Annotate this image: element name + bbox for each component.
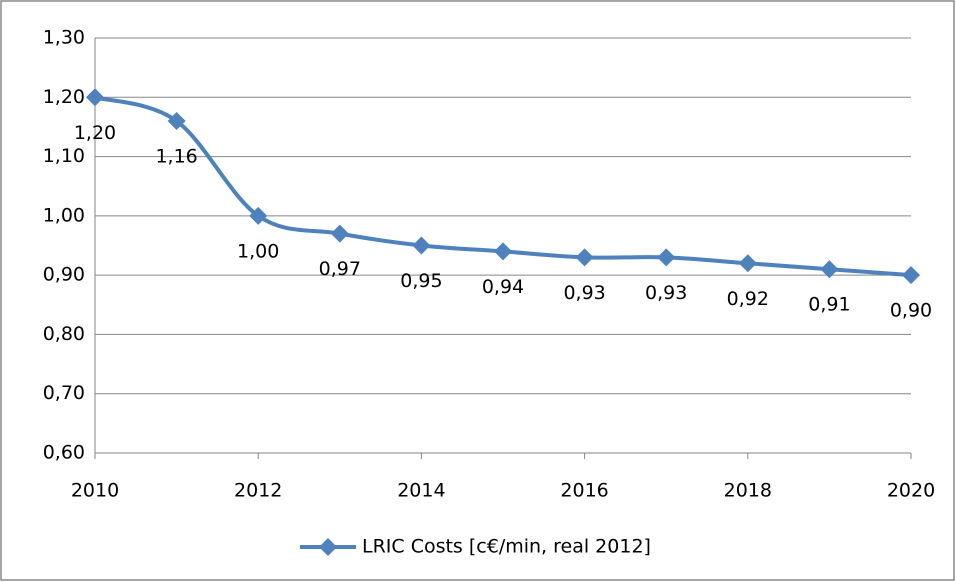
- marker: [902, 266, 920, 285]
- y-tick-label: 1,00: [43, 204, 85, 226]
- data-label: 0,97: [319, 258, 361, 280]
- x-tick-label: 2014: [397, 480, 445, 502]
- data-label: 0,94: [482, 276, 524, 298]
- data-label: 1,16: [155, 146, 197, 168]
- data-label: 0,91: [808, 294, 850, 316]
- marker: [249, 206, 268, 225]
- x-tick-label: 2020: [887, 480, 935, 502]
- marker: [657, 248, 676, 267]
- y-tick-label: 0,80: [43, 323, 85, 345]
- y-tick-label: 0,60: [43, 442, 85, 464]
- data-label: 0,93: [645, 282, 687, 304]
- data-label: 0,90: [890, 300, 932, 322]
- x-tick-label: 2012: [234, 480, 282, 502]
- y-tick-label: 1,20: [43, 86, 85, 108]
- marker: [330, 224, 349, 243]
- data-label: 0,92: [727, 288, 769, 310]
- data-label: 1,00: [237, 240, 279, 262]
- data-label: 0,93: [563, 282, 605, 304]
- x-tick-label: 2016: [560, 480, 608, 502]
- legend-label: LRIC Costs [c€/min, real 2012]: [362, 536, 651, 558]
- marker: [575, 248, 594, 267]
- y-tick-label: 1,10: [43, 145, 85, 167]
- marker: [494, 242, 512, 261]
- y-tick-label: 0,70: [43, 382, 85, 404]
- data-label: 1,20: [74, 122, 116, 144]
- y-tick-label: 1,30: [43, 27, 85, 49]
- marker: [412, 236, 431, 255]
- y-tick-label: 0,90: [43, 264, 85, 286]
- marker: [86, 88, 104, 107]
- x-tick-label: 2018: [724, 480, 772, 502]
- marker: [738, 254, 757, 273]
- marker: [167, 112, 186, 130]
- x-tick-label: 2010: [71, 480, 119, 502]
- legend-marker: [319, 538, 337, 556]
- marker: [820, 260, 839, 279]
- data-label: 0,95: [400, 270, 442, 292]
